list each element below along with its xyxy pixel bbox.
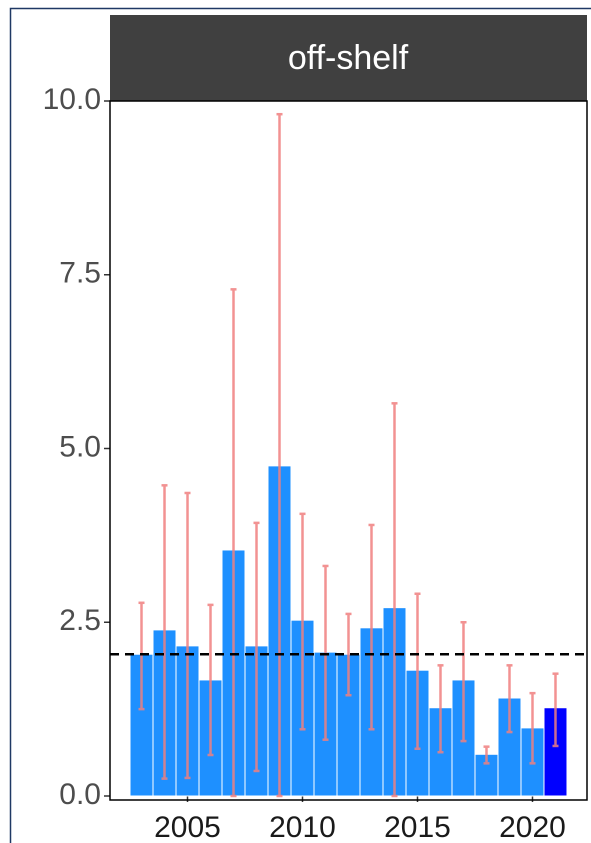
error-bar [276,112,283,798]
error-bar [529,691,536,765]
error-bar [253,521,260,773]
x-tick-label: 2020 [499,811,566,843]
error-bar [322,564,329,741]
strip-title: off-shelf [288,39,409,77]
error-bar [506,664,513,734]
error-bar [460,621,467,743]
error-bar [552,672,559,748]
error-bar [391,402,398,798]
x-tick-label: 2015 [384,811,451,843]
error-bar [230,288,237,798]
error-bar [138,601,145,711]
y-tick-label: 7.5 [59,257,101,290]
panel-border [109,100,588,801]
error-bar [207,603,214,757]
frame [9,7,591,843]
error-bar [368,523,375,731]
y-tick-label: 5.0 [59,430,101,463]
error-bar [299,512,306,731]
error-bar [161,484,168,780]
y-tick-label: 2.5 [59,604,101,637]
error-bar [414,592,421,750]
error-bar [483,745,490,765]
y-tick-label: 0.0 [59,778,101,811]
error-bar [345,612,352,697]
strip [110,15,587,101]
error-bar [437,664,444,754]
x-tick-label: 2010 [269,811,336,843]
x-tick-label: 2005 [154,811,221,843]
y-tick-label: 10.0 [43,83,101,116]
error-bar [184,491,191,780]
